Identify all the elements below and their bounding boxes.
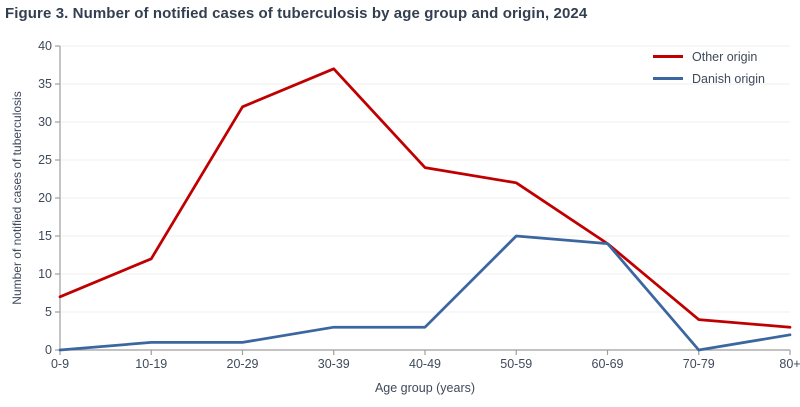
legend-label-danish-origin: Danish origin: [692, 71, 765, 86]
x-tick-label: 10-19: [135, 357, 168, 371]
y-tick-label: 5: [45, 305, 52, 319]
x-tick-label: 30-39: [317, 357, 350, 371]
y-tick-label: 15: [38, 229, 52, 243]
y-tick-label: 30: [38, 115, 52, 129]
y-tick-label: 25: [38, 153, 52, 167]
x-tick-label: 70-79: [682, 357, 715, 371]
y-tick-label: 40: [38, 39, 52, 53]
legend: Other origin Danish origin: [653, 49, 765, 86]
y-tick-label: 0: [45, 343, 52, 357]
legend-item-other-origin: Other origin: [653, 49, 765, 64]
figure-title: Figure 3. Number of notified cases of tu…: [5, 5, 588, 22]
x-axis-title: Age group (years): [374, 381, 476, 395]
legend-line-swatch-other-origin: [653, 55, 683, 58]
x-tick-label: 0-9: [50, 357, 70, 371]
y-tick-label: 10: [38, 267, 52, 281]
x-tick-label: 20-29: [226, 357, 259, 371]
x-tick-label: 50-59: [500, 357, 533, 371]
x-tick-label: 60-69: [591, 357, 624, 371]
y-tick-label: 35: [38, 77, 52, 91]
x-tick-label: 80+: [779, 357, 800, 371]
y-tick-label: 20: [38, 191, 52, 205]
legend-line-swatch-danish-origin: [653, 77, 683, 80]
legend-label-other-origin: Other origin: [692, 49, 758, 64]
y-axis-title: Number of notified cases of tuberculosis: [10, 91, 24, 305]
legend-item-danish-origin: Danish origin: [653, 71, 765, 86]
x-tick-label: 40-49: [409, 357, 441, 371]
